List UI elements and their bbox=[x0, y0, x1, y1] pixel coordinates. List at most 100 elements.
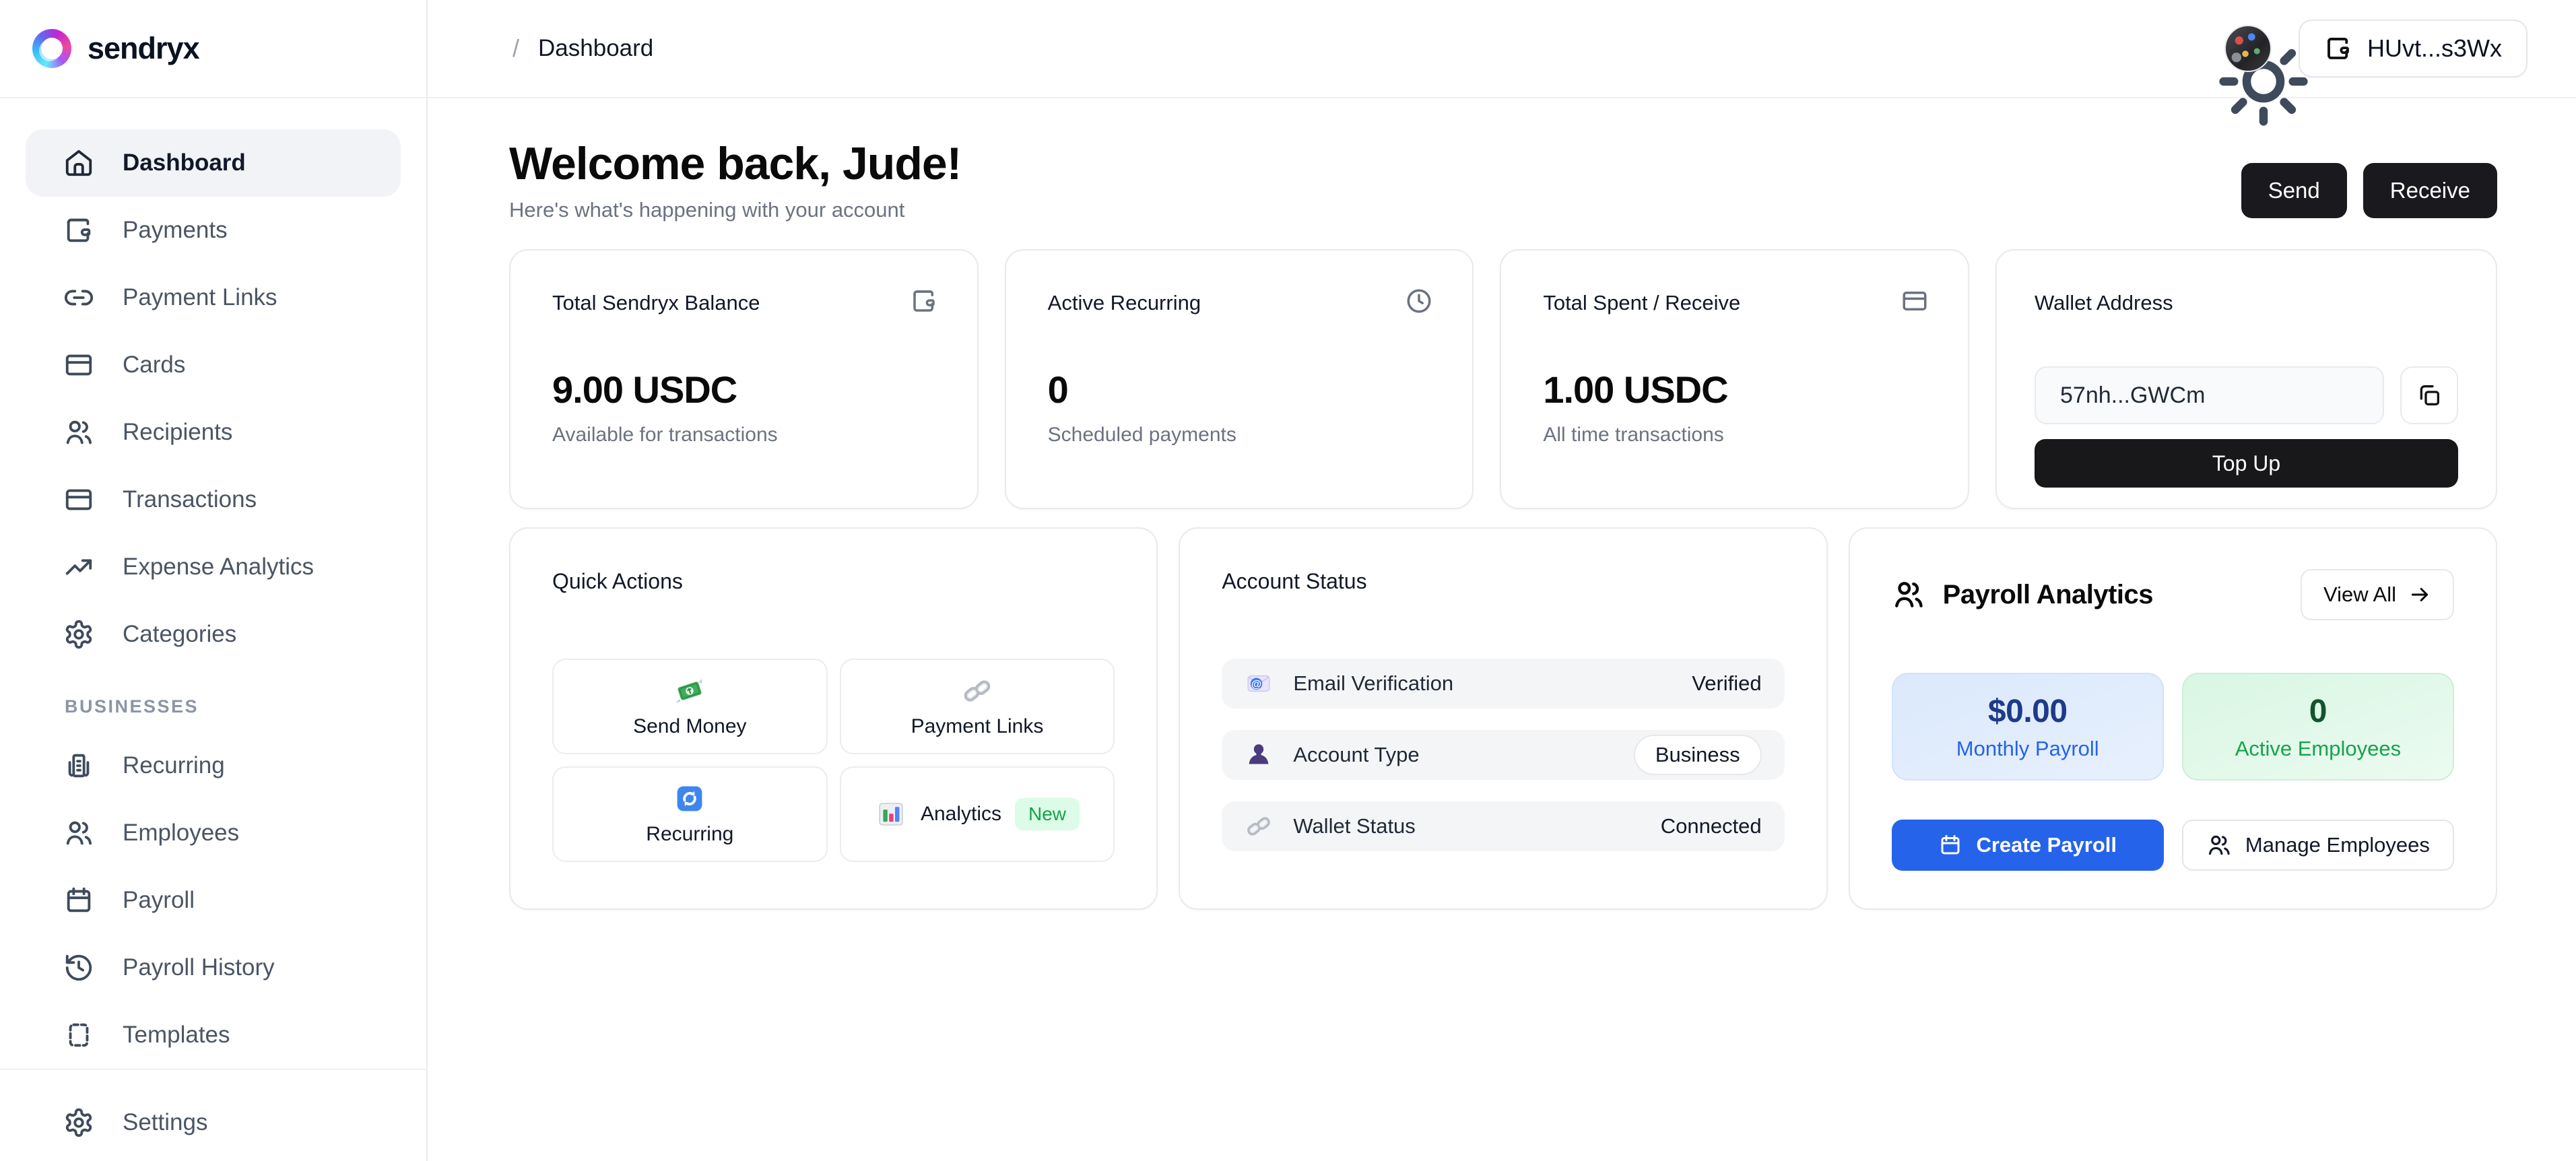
card-title: Account Status bbox=[1222, 569, 1367, 593]
breadcrumb: / Dashboard bbox=[513, 34, 653, 63]
breadcrumb-separator: / bbox=[513, 34, 520, 62]
money-with-wings-icon bbox=[673, 675, 706, 707]
sidebar-item-label: Cards bbox=[123, 352, 186, 378]
manage-employees-label: Manage Employees bbox=[2245, 833, 2430, 857]
wallet-icon bbox=[2324, 34, 2352, 63]
sidebar-item-dashboard[interactable]: Dashboard bbox=[26, 129, 401, 197]
sidebar-item-categories[interactable]: Categories bbox=[26, 601, 401, 668]
history-icon bbox=[63, 952, 94, 983]
card-title: Total Spent / Receive bbox=[1543, 291, 1741, 314]
balance-card: Total Sendryx Balance 9.00 USDC Availabl… bbox=[509, 249, 979, 509]
users-icon bbox=[2206, 832, 2232, 858]
sidebar-item-recurring[interactable]: Recurring bbox=[26, 732, 401, 799]
welcome-section: Welcome back, Jude! Here's what's happen… bbox=[509, 137, 2497, 222]
sidebar-item-label: Payroll History bbox=[123, 954, 275, 981]
sidebar-footer: Settings bbox=[0, 1069, 428, 1161]
status-value-pill: Business bbox=[1633, 735, 1762, 775]
calendar-icon bbox=[63, 885, 94, 916]
sidebar-item-payments[interactable]: Payments bbox=[26, 197, 401, 264]
brand-logo-icon bbox=[32, 29, 71, 68]
sidebar-item-payroll[interactable]: Payroll bbox=[26, 867, 401, 934]
wallet-address-button[interactable]: HUvt...s3Wx bbox=[2298, 20, 2528, 77]
email-icon bbox=[1245, 669, 1273, 698]
active-recurring-card: Active Recurring 0 Scheduled payments bbox=[1004, 249, 1474, 509]
create-payroll-button[interactable]: Create Payroll bbox=[1891, 820, 2164, 871]
hero-actions: Send Receive bbox=[2241, 163, 2497, 218]
sidebar-item-label: Employees bbox=[123, 820, 240, 846]
receipt-printer-icon bbox=[63, 750, 94, 781]
active-recurring-value: 0 bbox=[1047, 368, 1069, 411]
payroll-title: Payroll Analytics bbox=[1942, 579, 2154, 609]
sidebar-section-businesses: BUSINESSES bbox=[65, 696, 199, 717]
receive-button[interactable]: Receive bbox=[2363, 163, 2497, 218]
total-spent-card: Total Spent / Receive 1.00 USDC All time… bbox=[1500, 249, 1969, 509]
sidebar-item-recipients[interactable]: Recipients bbox=[26, 399, 401, 466]
credit-card-icon bbox=[63, 484, 94, 515]
clock-icon bbox=[1405, 287, 1433, 315]
payroll-actions: Create Payroll Manage Employees bbox=[1891, 820, 2454, 871]
sidebar-item-label: Payroll bbox=[123, 887, 195, 913]
quick-action-analytics[interactable]: Analytics New bbox=[839, 766, 1115, 862]
wallet-address-input[interactable] bbox=[2035, 366, 2384, 424]
arrow-right-icon bbox=[2408, 583, 2431, 606]
page-title: Welcome back, Jude! bbox=[509, 138, 962, 189]
avatar[interactable] bbox=[2224, 25, 2272, 72]
sync-arrows-icon bbox=[673, 783, 706, 815]
active-employees-value: 0 bbox=[2309, 693, 2327, 729]
sidebar-item-cards[interactable]: Cards bbox=[26, 331, 401, 399]
active-employees-tile: 0 Active Employees bbox=[2181, 673, 2454, 781]
sidebar-item-label: Payment Links bbox=[123, 284, 277, 310]
sidebar-item-expense-analytics[interactable]: Expense Analytics bbox=[26, 533, 401, 601]
users-icon bbox=[63, 417, 94, 448]
trending-up-icon bbox=[63, 552, 94, 583]
chain-link-icon bbox=[961, 675, 993, 707]
sidebar: Dashboard Payments Payment Links Cards R… bbox=[0, 98, 428, 1161]
quick-action-label: Recurring bbox=[646, 823, 734, 845]
theme-toggle-button[interactable] bbox=[2162, 31, 2198, 66]
quick-action-payment-links[interactable]: Payment Links bbox=[839, 659, 1115, 754]
sidebar-item-employees[interactable]: Employees bbox=[26, 799, 401, 867]
sidebar-item-templates[interactable]: Templates bbox=[26, 1001, 401, 1069]
person-bust-icon bbox=[1245, 741, 1273, 769]
brand-logo[interactable]: sendryx bbox=[0, 0, 428, 98]
main-content: Welcome back, Jude! Here's what's happen… bbox=[428, 98, 2576, 1161]
link-icon bbox=[63, 282, 94, 313]
quick-actions-card: Quick Actions Send Money Payment Links R… bbox=[509, 527, 1158, 910]
sidebar-item-payment-links[interactable]: Payment Links bbox=[26, 264, 401, 331]
payroll-stat-tiles: $0.00 Monthly Payroll 0 Active Employees bbox=[1891, 673, 2454, 781]
status-label: Wallet Status bbox=[1293, 814, 1416, 838]
quick-action-send-money[interactable]: Send Money bbox=[552, 659, 828, 754]
top-up-button[interactable]: Top Up bbox=[2035, 439, 2458, 488]
breadcrumb-current[interactable]: Dashboard bbox=[538, 35, 654, 61]
quick-action-recurring[interactable]: Recurring bbox=[552, 766, 828, 862]
view-all-button[interactable]: View All bbox=[2300, 569, 2454, 620]
dashed-square-icon bbox=[63, 1020, 94, 1051]
sidebar-item-settings[interactable]: Settings bbox=[26, 1089, 402, 1156]
sidebar-item-label: Templates bbox=[123, 1022, 230, 1048]
widgets-row: Quick Actions Send Money Payment Links R… bbox=[509, 527, 2497, 910]
sidebar-item-label: Settings bbox=[123, 1109, 208, 1135]
users-icon bbox=[1892, 578, 1925, 611]
send-button[interactable]: Send bbox=[2241, 163, 2347, 218]
sidebar-item-transactions[interactable]: Transactions bbox=[26, 466, 401, 533]
copy-address-button[interactable] bbox=[2400, 366, 2458, 424]
sidebar-item-label: Recurring bbox=[123, 752, 225, 778]
monthly-payroll-value: $0.00 bbox=[1987, 693, 2068, 729]
status-value: Verified bbox=[1692, 671, 1762, 695]
calendar-icon bbox=[1938, 833, 1962, 857]
status-value: Connected bbox=[1660, 814, 1762, 838]
sidebar-item-payroll-history[interactable]: Payroll History bbox=[26, 934, 401, 1001]
chain-link-icon bbox=[1245, 812, 1273, 840]
total-spent-subtitle: All time transactions bbox=[1543, 424, 1724, 446]
sidebar-item-label: Dashboard bbox=[123, 150, 246, 176]
card-title: Quick Actions bbox=[552, 569, 683, 593]
users-icon bbox=[63, 818, 94, 849]
bar-chart-icon bbox=[875, 798, 907, 830]
monthly-payroll-tile: $0.00 Monthly Payroll bbox=[1891, 673, 2164, 781]
wallet-icon bbox=[910, 287, 938, 315]
quick-action-label: Payment Links bbox=[911, 715, 1044, 737]
wallet-chip-label: HUvt...s3Wx bbox=[2367, 34, 2502, 62]
manage-employees-button[interactable]: Manage Employees bbox=[2181, 820, 2454, 871]
balance-subtitle: Available for transactions bbox=[552, 424, 778, 446]
payroll-header: Payroll Analytics View All bbox=[1892, 569, 2454, 620]
